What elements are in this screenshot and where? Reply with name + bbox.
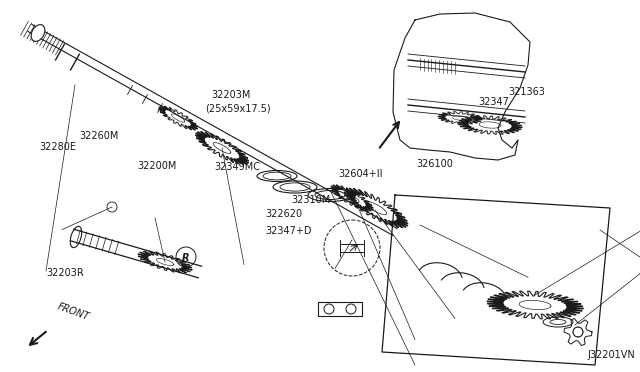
Circle shape — [176, 247, 196, 267]
Text: (25x59x17.5): (25x59x17.5) — [205, 104, 271, 113]
Text: 32347+D: 32347+D — [266, 226, 312, 235]
Text: FRONT: FRONT — [56, 301, 91, 322]
Text: 32203R: 32203R — [46, 269, 84, 278]
Text: R: R — [182, 253, 189, 263]
Text: 321363: 321363 — [509, 87, 546, 97]
Text: 326100: 326100 — [416, 160, 453, 169]
Text: 32280E: 32280E — [40, 142, 77, 152]
Text: 32310M: 32310M — [291, 195, 330, 205]
Text: 32203M: 32203M — [211, 90, 251, 100]
Text: 32260M: 32260M — [79, 131, 119, 141]
Text: J32201VN: J32201VN — [588, 350, 635, 360]
Text: 32604+II: 32604+II — [338, 169, 383, 179]
Ellipse shape — [70, 226, 82, 248]
Text: 32200M: 32200M — [137, 161, 177, 170]
Ellipse shape — [31, 25, 45, 41]
Bar — [318, 302, 362, 316]
Text: 322620: 322620 — [266, 209, 303, 219]
Text: 32347: 32347 — [479, 97, 509, 107]
Text: 32349MC: 32349MC — [214, 163, 260, 172]
